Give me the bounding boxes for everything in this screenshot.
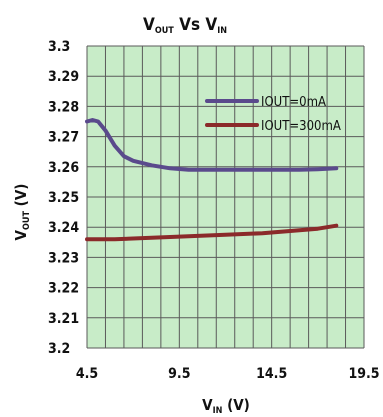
y-tick-label: 3.28 (48, 99, 79, 115)
chart-title: VOUT Vs VIN (143, 15, 227, 36)
x-axis-label: VIN (V) (202, 396, 250, 416)
y-tick-label: 3.3 (48, 39, 70, 55)
y-tick-label: 3.29 (48, 69, 79, 85)
y-tick-label: 3.2 (48, 341, 70, 357)
y-tick-label: 3.22 (48, 281, 79, 297)
y-axis-label: VOUT (V) (12, 184, 32, 241)
x-tick-labels: 4.5 9.5 14.5 19.5 (76, 366, 380, 382)
y-tick-label: 3.21 (48, 311, 79, 327)
x-tick-label: 14.5 (256, 366, 287, 382)
y-tick-label: 3.27 (48, 130, 79, 146)
legend-label-2: IOUT=300mA (261, 119, 341, 134)
legend-label-1: IOUT=0mA (261, 95, 326, 110)
x-tick-label: 4.5 (76, 366, 98, 382)
x-tick-label: 19.5 (348, 366, 379, 382)
series-line-1 (85, 118, 339, 172)
legend: IOUT=0mA IOUT=300mA (205, 95, 341, 134)
grid (86, 45, 365, 349)
series-lines (85, 118, 339, 242)
y-tick-label: 3.24 (48, 220, 79, 236)
y-tick-label: 3.25 (48, 190, 79, 206)
series-line-2 (85, 223, 339, 242)
y-tick-label: 3.26 (48, 160, 79, 176)
x-tick-label: 9.5 (168, 366, 190, 382)
y-tick-label: 3.23 (48, 250, 79, 266)
y-tick-labels: 3.3 3.29 3.28 3.27 3.26 3.25 3.24 3.23 3.22 3.21 3… (48, 39, 79, 357)
